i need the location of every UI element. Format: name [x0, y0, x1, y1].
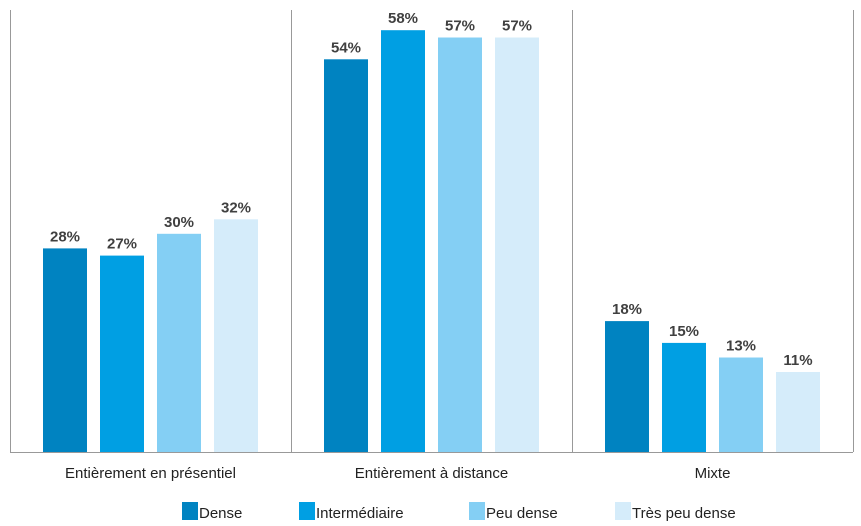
bar [157, 233, 201, 452]
legend-swatch [182, 502, 198, 520]
bar-value-label: 57% [445, 18, 475, 35]
category-label: Entièrement à distance [355, 465, 508, 482]
legend-label: Peu dense [486, 505, 558, 521]
bar [605, 321, 649, 452]
bar-value-label: 11% [783, 352, 812, 369]
bar [719, 357, 763, 452]
value-labels-group: 28% 27% 30% 32% 54% 58% 57% 57% 18% 15% 13% 11% [50, 10, 813, 369]
bar-value-label: 32% [221, 199, 251, 216]
bar [214, 219, 258, 452]
legend-label: Très peu dense [632, 505, 736, 521]
legend-label: Intermédiaire [316, 505, 404, 521]
legend-label: Dense [199, 505, 242, 521]
bar-value-label: 58% [388, 10, 418, 27]
bar-value-label: 27% [107, 236, 137, 253]
group-separators [10, 10, 854, 452]
bar-value-label: 15% [669, 323, 699, 340]
legend-swatch [469, 502, 485, 520]
legend-swatch [615, 502, 631, 520]
bar-value-label: 54% [331, 39, 361, 56]
bar [438, 37, 482, 452]
bar [776, 372, 820, 452]
bar [100, 255, 144, 452]
bar [43, 248, 87, 452]
bars-group [43, 30, 820, 453]
bar [662, 342, 706, 452]
bar [381, 30, 425, 452]
bar-value-label: 28% [50, 228, 80, 245]
category-labels-group: Entièrement en présentiel Entièrement à d… [65, 465, 730, 482]
bar-value-label: 18% [612, 301, 642, 318]
bar-value-label: 13% [726, 338, 756, 355]
bar [495, 37, 539, 452]
category-label: Mixte [695, 465, 731, 482]
category-label: Entièrement en présentiel [65, 465, 236, 482]
bar-value-label: 30% [164, 214, 194, 231]
legend: Dense Intermédiaire Peu dense Très peu dens… [182, 502, 736, 522]
legend-swatch [299, 502, 315, 520]
bar [324, 59, 368, 453]
bar-value-label: 57% [502, 18, 532, 35]
